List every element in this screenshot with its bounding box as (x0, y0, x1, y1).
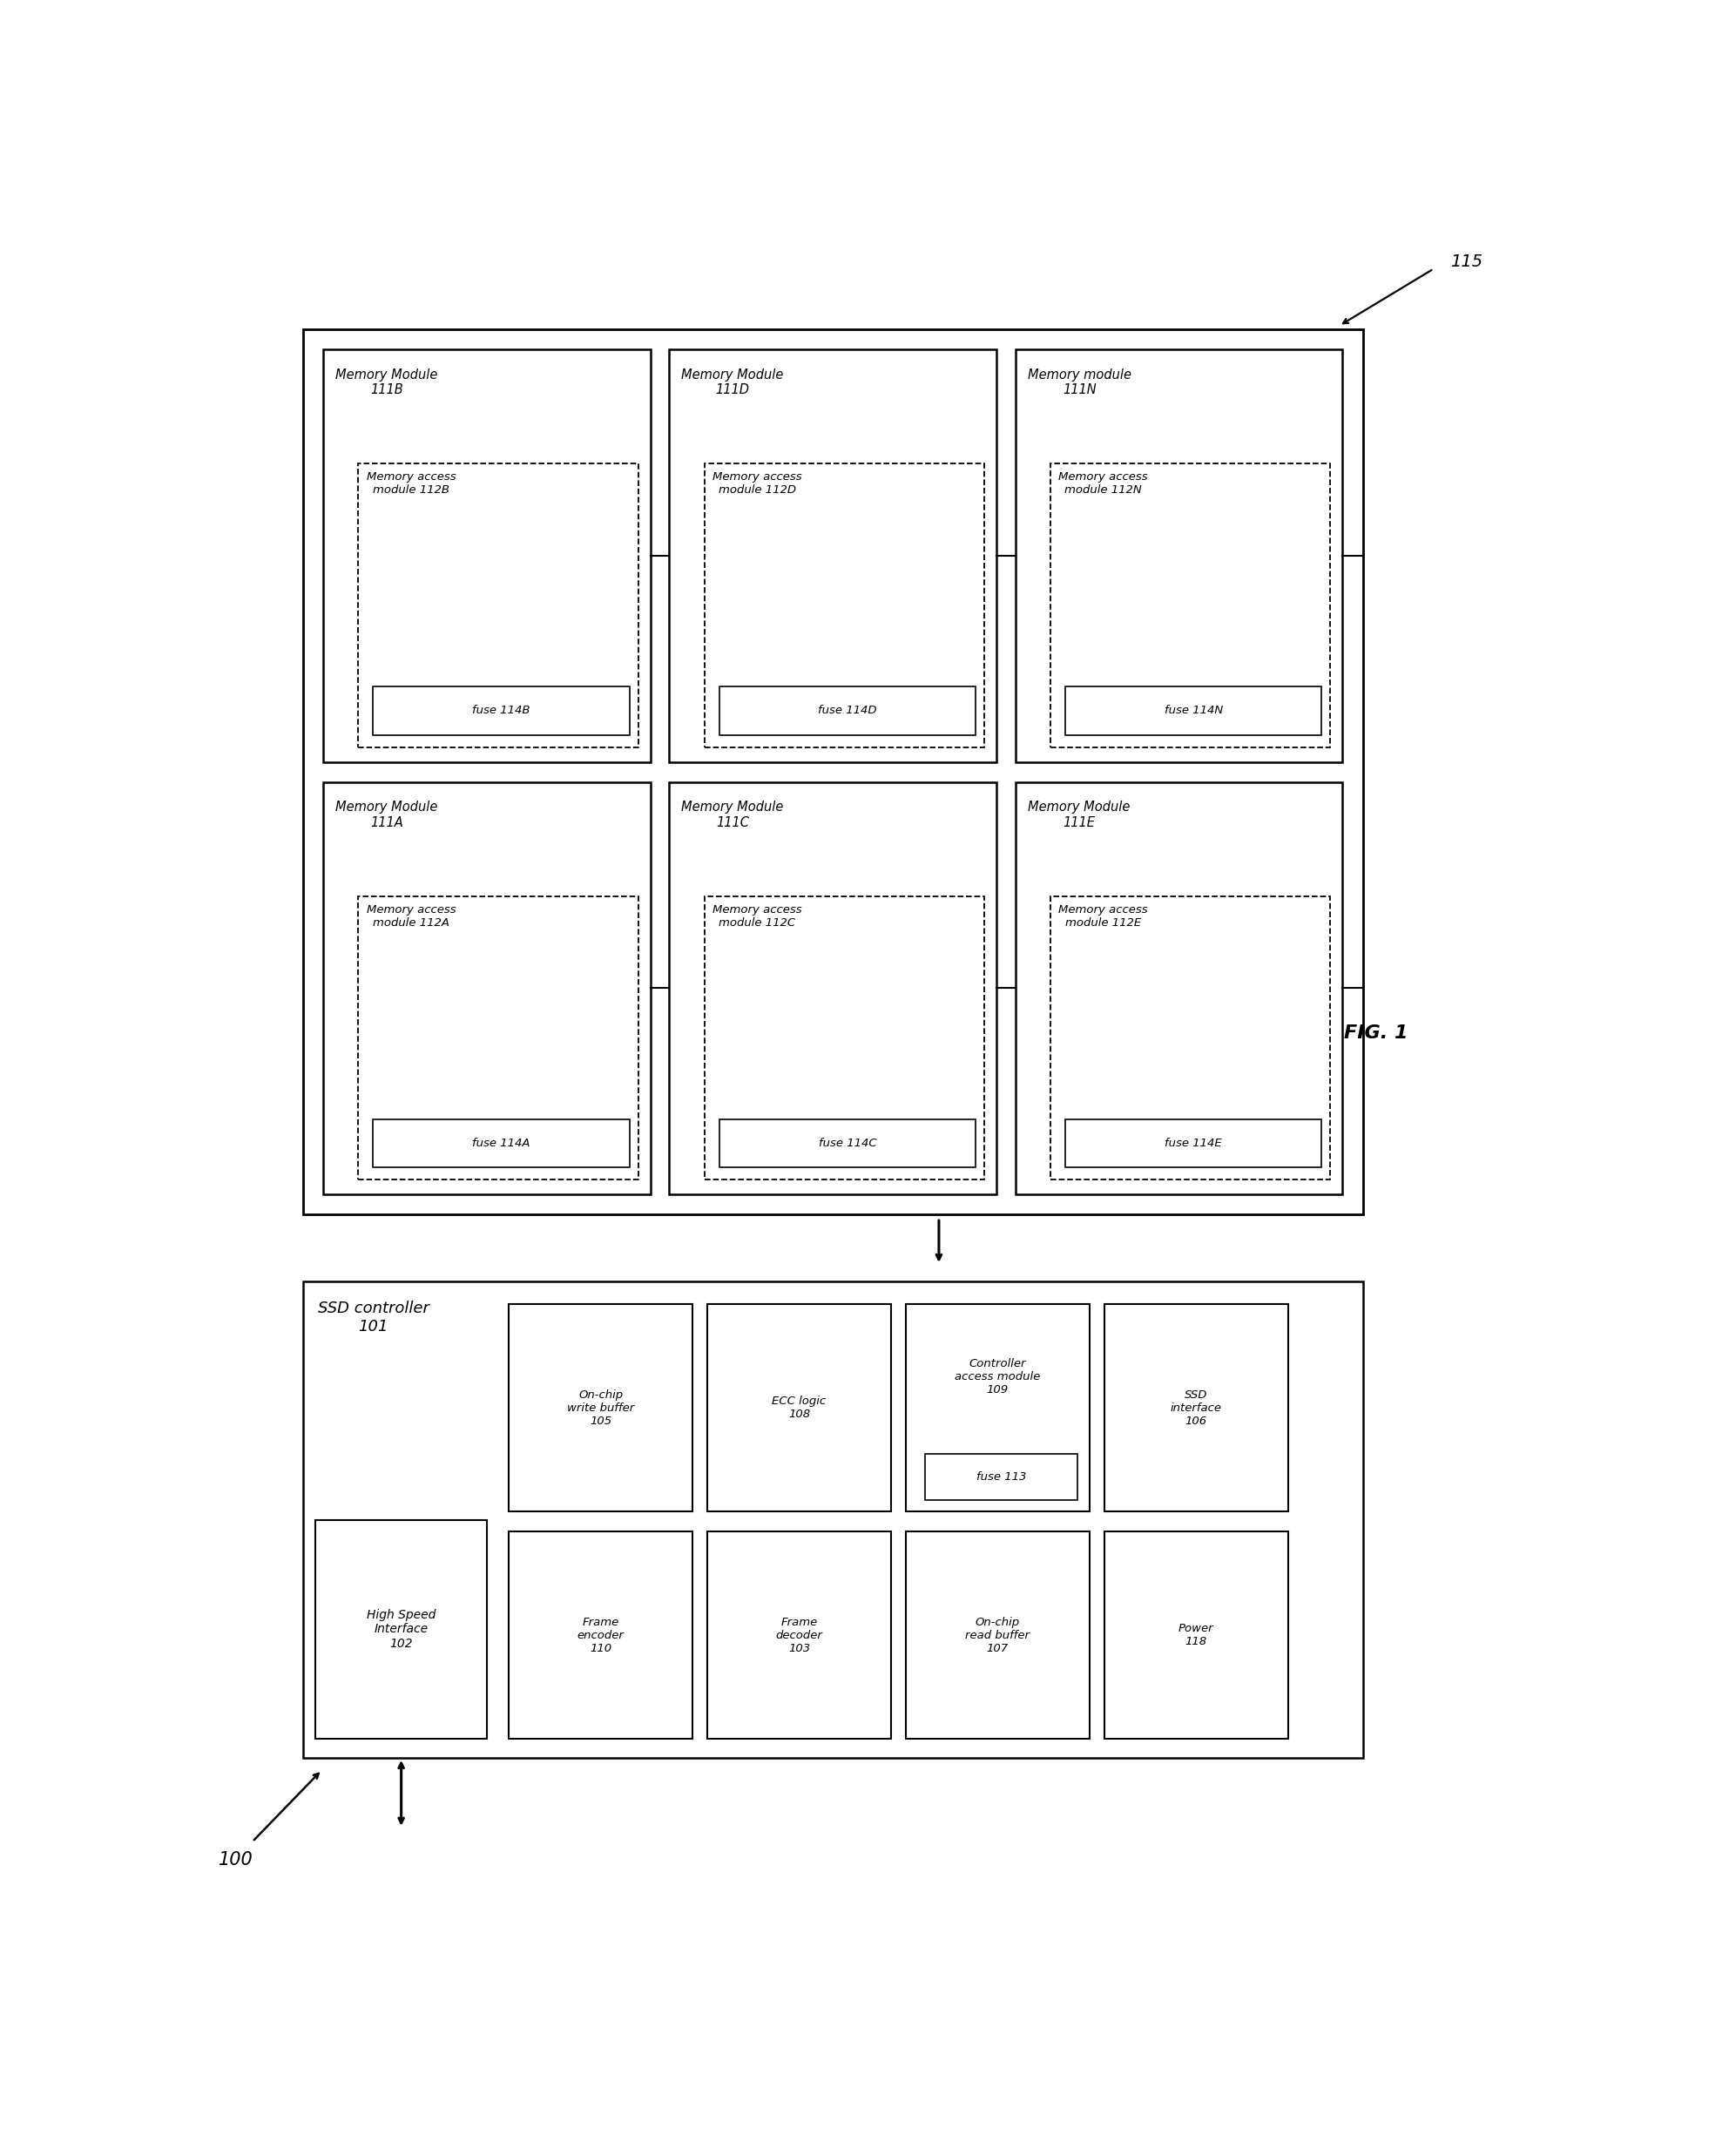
Bar (510, 1531, 692, 1740)
Bar (704, 897, 985, 1179)
Bar (906, 1304, 1090, 1511)
Bar (670, 783, 997, 1194)
Text: Memory access
module 112A: Memory access module 112A (367, 903, 456, 929)
Text: Memory access
module 112E: Memory access module 112E (1059, 903, 1149, 929)
Text: Memory access
module 112C: Memory access module 112C (713, 903, 802, 929)
Text: fuse 113: fuse 113 (976, 1470, 1026, 1483)
Bar (720, 686, 976, 735)
Bar (324, 783, 651, 1194)
Text: Power
118: Power 118 (1178, 1623, 1214, 1647)
Bar (358, 897, 639, 1179)
Bar (303, 1281, 1362, 1757)
Text: SSD
interface
106: SSD interface 106 (1171, 1388, 1223, 1427)
Bar (1104, 1304, 1288, 1511)
Bar (1050, 464, 1331, 746)
Text: Memory Module
111C: Memory Module 111C (682, 800, 784, 828)
Text: fuse 114B: fuse 114B (472, 705, 530, 716)
Bar (1016, 783, 1343, 1194)
Text: SSD controller
101: SSD controller 101 (319, 1300, 429, 1335)
Text: High Speed
Interface
102: High Speed Interface 102 (367, 1608, 436, 1649)
Bar (303, 330, 1362, 1214)
Bar (1016, 349, 1343, 761)
Text: 115: 115 (1450, 254, 1483, 270)
Bar (315, 1520, 487, 1740)
Bar (925, 1453, 1078, 1501)
Bar (906, 1531, 1090, 1740)
Text: fuse 114D: fuse 114D (818, 705, 876, 716)
Text: On-chip
read buffer
107: On-chip read buffer 107 (966, 1617, 1030, 1654)
Bar (704, 464, 985, 746)
Text: Memory access
module 112N: Memory access module 112N (1059, 472, 1149, 496)
Bar (374, 686, 630, 735)
Bar (324, 349, 651, 761)
Text: ECC logic
108: ECC logic 108 (771, 1395, 827, 1421)
Text: Memory Module
111D: Memory Module 111D (682, 369, 784, 397)
Text: fuse 114C: fuse 114C (818, 1138, 876, 1149)
Bar (510, 1304, 692, 1511)
Bar (1066, 1119, 1322, 1169)
Text: Frame
decoder
103: Frame decoder 103 (775, 1617, 823, 1654)
Text: Memory module
111N: Memory module 111N (1028, 369, 1131, 397)
Text: fuse 114E: fuse 114E (1164, 1138, 1223, 1149)
Text: Frame
encoder
110: Frame encoder 110 (577, 1617, 623, 1654)
Text: On-chip
write buffer
105: On-chip write buffer 105 (567, 1388, 634, 1427)
Text: 100: 100 (219, 1852, 253, 1869)
Text: fuse 114A: fuse 114A (472, 1138, 530, 1149)
Bar (374, 1119, 630, 1169)
Bar (1104, 1531, 1288, 1740)
Text: FIG. 1: FIG. 1 (1345, 1024, 1409, 1041)
Text: Memory Module
111B: Memory Module 111B (336, 369, 437, 397)
Bar (670, 349, 997, 761)
Bar (1066, 686, 1322, 735)
Text: Memory Module
111A: Memory Module 111A (336, 800, 437, 828)
Bar (358, 464, 639, 746)
Bar (708, 1304, 890, 1511)
Text: Memory Module
111E: Memory Module 111E (1028, 800, 1130, 828)
Bar (1050, 897, 1331, 1179)
Text: Controller
access module
109: Controller access module 109 (954, 1358, 1040, 1395)
Bar (720, 1119, 976, 1169)
Text: Memory access
module 112D: Memory access module 112D (713, 472, 802, 496)
Text: fuse 114N: fuse 114N (1164, 705, 1223, 716)
Text: Memory access
module 112B: Memory access module 112B (367, 472, 456, 496)
Bar (708, 1531, 890, 1740)
